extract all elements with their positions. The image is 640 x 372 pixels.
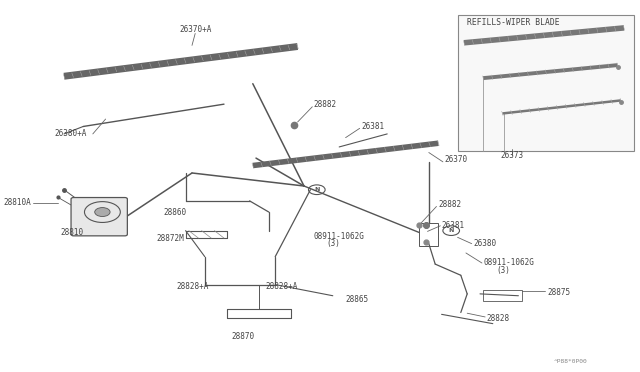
Text: 28828+A: 28828+A xyxy=(266,282,298,291)
Text: 28828+A: 28828+A xyxy=(176,282,209,291)
Bar xyxy=(458,15,634,151)
Text: N: N xyxy=(449,228,454,233)
Text: 26381: 26381 xyxy=(362,122,385,131)
Text: 26380+A: 26380+A xyxy=(54,129,87,138)
Text: 28872M: 28872M xyxy=(157,234,184,243)
Bar xyxy=(483,290,522,301)
Text: 28828: 28828 xyxy=(486,314,509,323)
Text: 26380: 26380 xyxy=(474,239,497,248)
Text: 28810: 28810 xyxy=(61,228,84,237)
Bar xyxy=(419,223,438,246)
Text: 28870: 28870 xyxy=(232,332,255,341)
Text: REFILLS-WIPER BLADE: REFILLS-WIPER BLADE xyxy=(467,18,560,27)
Text: 08911-1062G: 08911-1062G xyxy=(314,232,364,241)
Text: 28875: 28875 xyxy=(547,288,570,296)
Text: 28882: 28882 xyxy=(314,100,337,109)
Text: (3): (3) xyxy=(326,239,340,248)
Text: 26370+A: 26370+A xyxy=(179,25,211,34)
Text: 26381: 26381 xyxy=(442,221,465,230)
Text: ^P88*0P00: ^P88*0P00 xyxy=(554,359,588,364)
Text: 28810A: 28810A xyxy=(3,198,31,207)
Text: 08911-1062G: 08911-1062G xyxy=(483,258,534,267)
Text: 28865: 28865 xyxy=(346,295,369,304)
Text: 28882: 28882 xyxy=(438,200,461,209)
Text: 28860: 28860 xyxy=(163,208,186,217)
Text: (3): (3) xyxy=(496,266,510,275)
Text: 26370: 26370 xyxy=(445,155,468,164)
Circle shape xyxy=(95,208,110,217)
Text: 26373: 26373 xyxy=(500,151,524,160)
FancyBboxPatch shape xyxy=(71,198,127,236)
Text: N: N xyxy=(314,187,319,192)
